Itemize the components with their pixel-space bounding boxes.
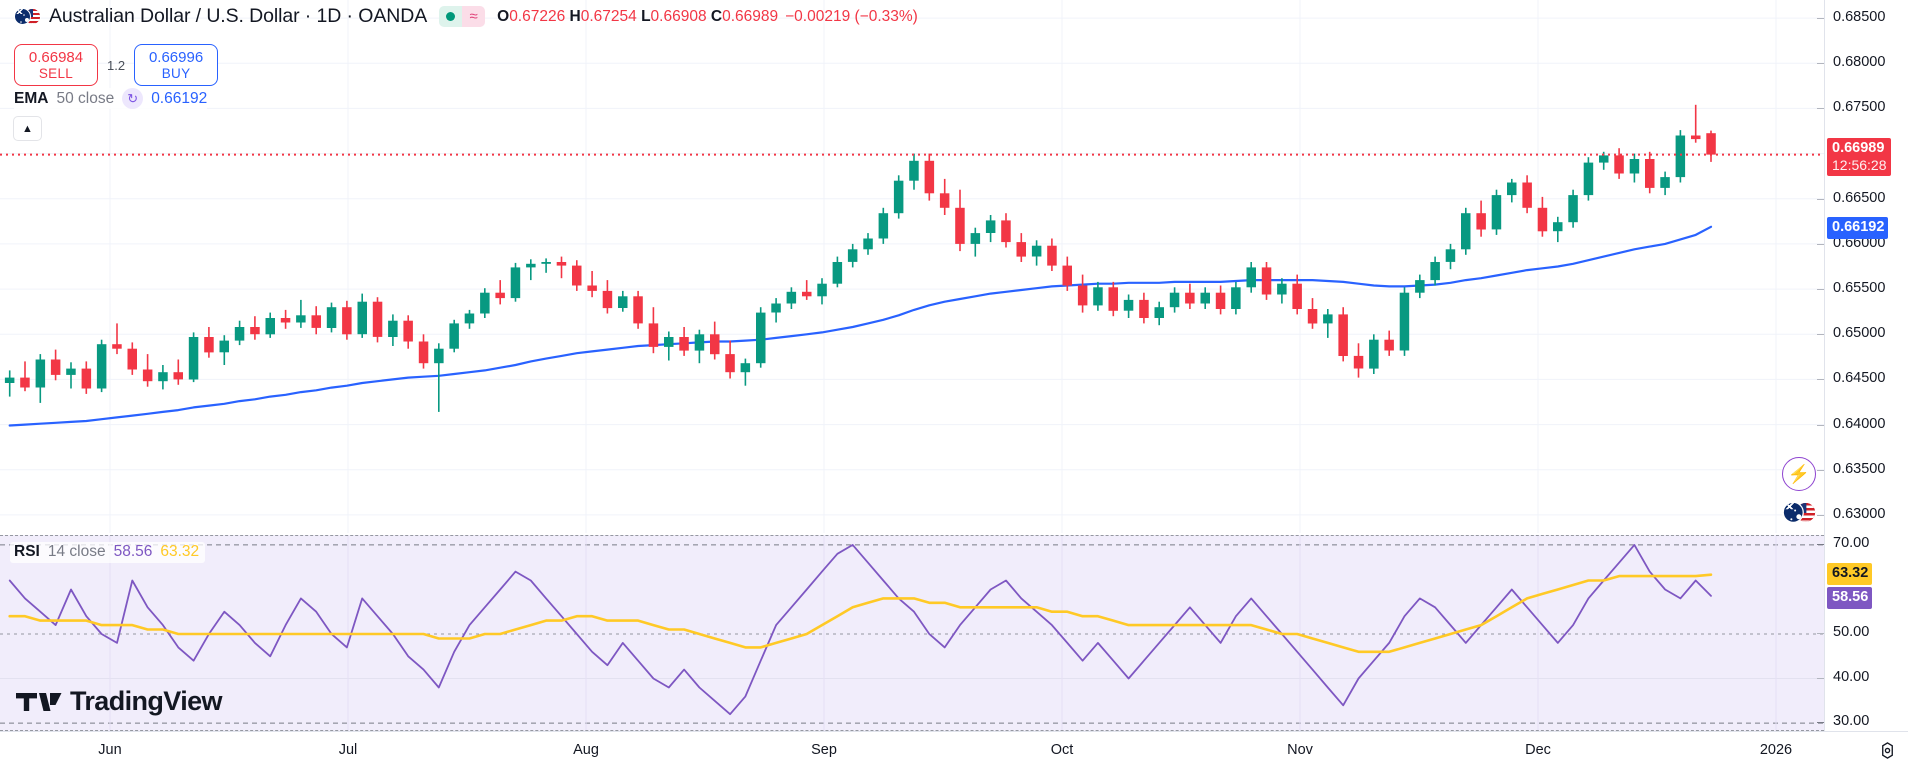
time-scale-label: 2026	[1759, 742, 1793, 758]
green-dot-icon	[439, 6, 463, 27]
rsi-scale-tick	[1817, 543, 1824, 545]
rsi-scale-label: 40.00	[1833, 668, 1870, 685]
rsi-ma-value: 63.32	[160, 543, 200, 560]
price-scale-tick	[1817, 18, 1824, 20]
price-scale-label: 0.68000	[1833, 54, 1886, 71]
sell-price: 0.66984	[28, 49, 84, 66]
time-scale-label: Sep	[811, 742, 837, 758]
ohlc-o-label: O	[497, 7, 510, 25]
rsi-legend[interactable]: RSI 14 close 58.56 63.32	[10, 542, 206, 563]
chevron-up-icon: ▲	[22, 122, 33, 135]
rsi-args: 14 close	[47, 543, 106, 560]
symbol-title[interactable]: Australian Dollar / U.S. Dollar · 1D · O…	[49, 5, 428, 27]
price-scale-label: 0.66000	[1833, 234, 1886, 251]
ema-args: 50 close	[56, 89, 115, 107]
buy-button[interactable]: 0.66996 BUY	[134, 44, 219, 86]
ohlc-l-label: L	[641, 7, 651, 25]
ohlc-c-value: 0.66989	[722, 7, 779, 25]
price-scale-tick	[1817, 243, 1824, 245]
price-scale[interactable]: 0.68500 0.68000 0.67500 0.66500 0.66000 0.655…	[1817, 0, 1908, 731]
ohlc-values: O0.67226 H0.67254 L0.66908 C0.66989 −0.00…	[497, 8, 918, 26]
aud-usd-flag-pair-icon	[1782, 499, 1816, 527]
rsi-ma-badge: 63.32	[1827, 562, 1873, 585]
ohlc-h-value: 0.67254	[580, 7, 637, 25]
price-scale-label: 0.66500	[1833, 189, 1886, 206]
rsi-scale-label: 30.00	[1833, 713, 1870, 730]
time-scale[interactable]: Jun Jul Aug Sep Oct Nov Dec 2026	[0, 731, 1908, 769]
price-scale-label: 0.65000	[1833, 325, 1886, 342]
collapse-legend-button[interactable]: ▲	[13, 116, 42, 141]
rsi-scale-label: 50.00	[1833, 624, 1870, 640]
time-scale-label: Oct	[1050, 742, 1074, 758]
tilde-wave-icon: ≈	[462, 6, 486, 27]
ema-badge-value: 0.66192	[1832, 218, 1885, 235]
price-scale-tick	[1817, 514, 1824, 516]
trade-buttons[interactable]: 0.66984 SELL 1.2 0.66996 BUY	[14, 44, 219, 86]
rsi-badge: 58.56	[1827, 586, 1873, 609]
ohlc-change: −0.00219 (−0.33%)	[785, 7, 918, 25]
price-scale-label: 0.64500	[1833, 370, 1886, 387]
price-scale-tick	[1817, 469, 1824, 471]
ema-price-badge: 0.66192	[1827, 216, 1889, 239]
rsi-chart-svg	[0, 536, 1824, 731]
price-scale-tick	[1817, 63, 1824, 65]
refresh-circle-icon[interactable]: ↻	[122, 88, 144, 109]
price-pane[interactable]	[0, 0, 1824, 533]
ema-legend[interactable]: EMA 50 close ↻ 0.66192	[14, 88, 208, 109]
rsi-scale-label: 70.00	[1833, 534, 1870, 551]
rsi-scale-tick	[1817, 722, 1824, 724]
price-scale-label: 0.68500	[1833, 9, 1886, 26]
rsi-pane[interactable]	[0, 535, 1824, 731]
rsi-name: RSI	[14, 543, 40, 560]
price-scale-label: 0.67500	[1833, 99, 1886, 116]
buy-label: BUY	[161, 66, 191, 81]
ema-name: EMA	[14, 89, 49, 107]
rsi-scale-tick	[1817, 677, 1824, 679]
price-scale-tick	[1817, 424, 1824, 426]
status-badges[interactable]: ≈	[439, 6, 486, 27]
time-scale-label: Jun	[98, 742, 122, 758]
price-scale-tick	[1817, 379, 1824, 381]
buy-price: 0.66996	[148, 49, 204, 66]
ohlc-l-value: 0.66908	[650, 7, 707, 25]
price-scale-tick	[1817, 108, 1824, 110]
ohlc-h-label: H	[569, 7, 581, 25]
rsi-scale-tick	[1817, 633, 1824, 634]
price-scale-label: 0.63500	[1833, 460, 1886, 477]
time-scale-label: Dec	[1525, 742, 1551, 758]
price-scale-tick	[1817, 334, 1824, 336]
aud-usd-flag-pair-icon	[14, 6, 41, 28]
rsi-value: 58.56	[113, 543, 153, 560]
lightning-bolt-icon[interactable]: ⚡	[1782, 457, 1816, 491]
price-scale-label: 0.63000	[1833, 505, 1886, 522]
price-scale-label: 0.65500	[1833, 280, 1886, 297]
time-scale-label: Jul	[338, 742, 358, 758]
ohlc-c-label: C	[710, 7, 723, 25]
ema-value: 0.66192	[151, 89, 208, 107]
tradingview-watermark: TradingView	[16, 686, 223, 717]
tradingview-logo-icon	[16, 691, 62, 713]
price-scale-label: 0.64000	[1833, 415, 1886, 432]
price-scale-tick	[1817, 198, 1824, 200]
last-price-value: 0.66989	[1832, 139, 1885, 156]
price-chart-svg	[0, 0, 1824, 533]
time-scale-label: Aug	[573, 742, 599, 758]
time-scale-label: Nov	[1287, 742, 1313, 758]
sell-label: SELL	[38, 66, 74, 81]
gear-icon[interactable]	[1878, 741, 1897, 760]
symbol-float-button[interactable]	[1782, 496, 1816, 530]
last-price-badge: 0.66989 12:56:28	[1827, 137, 1891, 176]
rsi-ma-badge-value: 63.32	[1832, 564, 1869, 581]
spread-value: 1.2	[107, 57, 126, 73]
sell-button[interactable]: 0.66984 SELL	[14, 44, 98, 86]
tradingview-wordmark: TradingView	[70, 686, 223, 716]
ohlc-o-value: 0.67226	[509, 7, 566, 25]
price-scale-tick	[1817, 289, 1824, 291]
symbol-legend[interactable]: Australian Dollar / U.S. Dollar · 1D · O…	[14, 5, 918, 28]
rsi-badge-value: 58.56	[1832, 588, 1869, 605]
bar-countdown: 12:56:28	[1832, 156, 1887, 173]
